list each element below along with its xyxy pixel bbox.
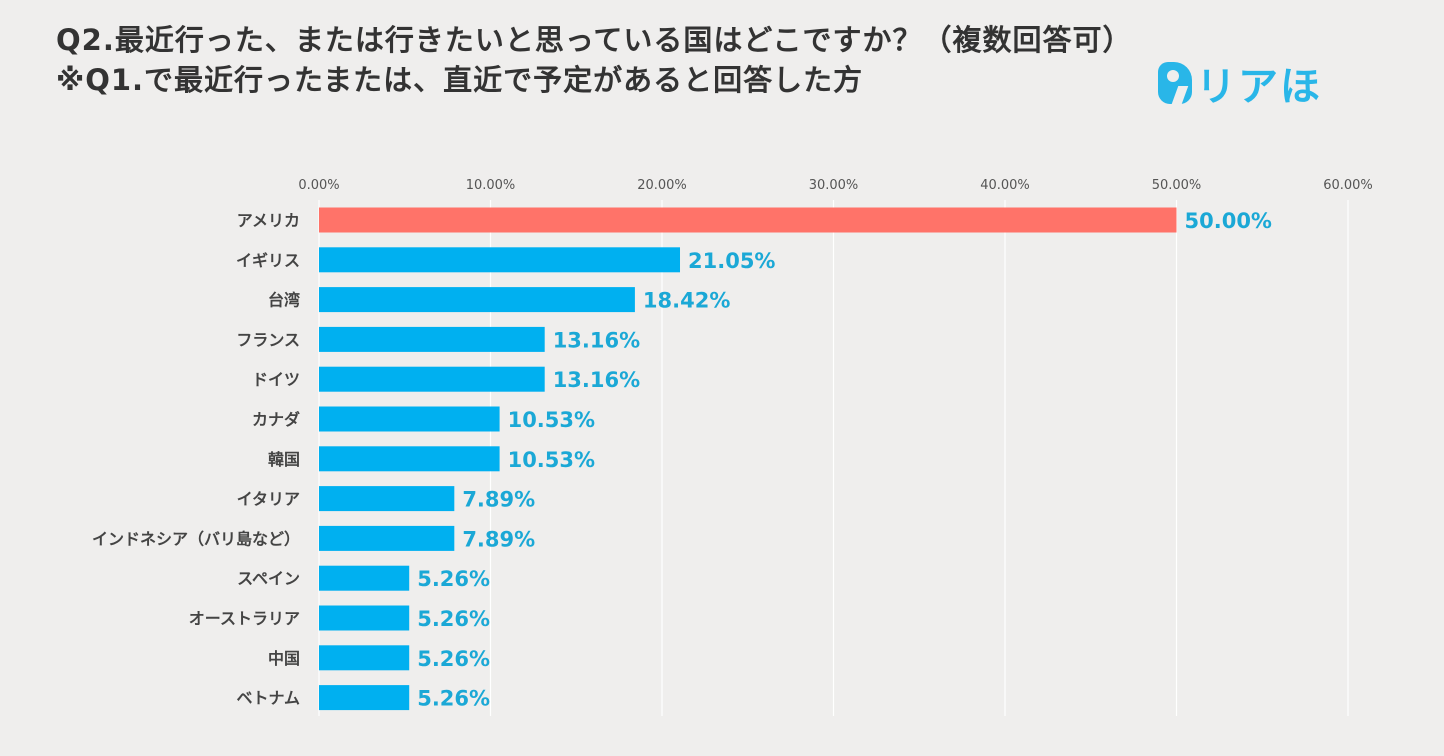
data-label: 21.05%	[688, 249, 775, 273]
bar	[319, 287, 635, 313]
data-label: 13.16%	[553, 328, 640, 352]
bar	[319, 326, 545, 352]
category-label: イギリス	[236, 251, 300, 270]
category-label: 中国	[268, 649, 300, 668]
bar	[319, 247, 681, 273]
bar	[319, 685, 410, 711]
title-line-1: Q2.最近行った、または行きたいと思っている国はどこですか？（複数回答可）	[56, 23, 1133, 57]
data-label: 13.16%	[553, 368, 640, 392]
x-tick-label: 40.00%	[980, 178, 1030, 193]
x-tick-label: 20.00%	[637, 178, 687, 193]
data-label: 5.26%	[417, 567, 490, 591]
logo-text: リアほ	[1196, 64, 1322, 110]
bar	[319, 366, 545, 392]
bar	[319, 207, 1177, 233]
category-label: スペイン	[237, 569, 300, 588]
x-tick-label: 30.00%	[809, 178, 859, 193]
category-label: イタリア	[237, 490, 300, 509]
x-tick-label: 60.00%	[1323, 178, 1373, 193]
category-label: ドイツ	[252, 370, 300, 389]
data-label: 50.00%	[1185, 209, 1272, 233]
data-label: 18.42%	[643, 289, 730, 313]
data-label: 7.89%	[462, 527, 535, 551]
title-line-2: ※Q1.で最近行ったまたは、直近で予定があると回答した方	[56, 63, 864, 97]
category-label: カナダ	[252, 410, 300, 429]
category-label: 韓国	[268, 450, 300, 469]
data-label: 10.53%	[508, 408, 595, 432]
category-label: 台湾	[268, 291, 300, 310]
bar	[319, 605, 410, 631]
chart-title: Q2.最近行った、または行きたいと思っている国はどこですか？（複数回答可） ※Q…	[56, 20, 1133, 100]
x-tick-label: 10.00%	[466, 178, 516, 193]
data-label: 10.53%	[508, 448, 595, 472]
data-label: 5.26%	[417, 687, 490, 711]
bar	[319, 406, 500, 432]
x-tick-label: 0.00%	[298, 178, 339, 193]
category-label: オーストラリア	[189, 609, 300, 628]
brand-logo: リアほ	[1158, 58, 1322, 110]
bar	[319, 446, 500, 472]
category-label: フランス	[236, 330, 300, 349]
category-label: インドネシア（バリ島など）	[92, 529, 300, 548]
category-label: アメリカ	[237, 211, 300, 230]
bar	[319, 486, 455, 512]
data-label: 5.26%	[417, 647, 490, 671]
bar	[319, 565, 410, 591]
category-label: ベトナム	[236, 689, 300, 708]
data-label: 7.89%	[462, 488, 535, 512]
bar	[319, 645, 410, 671]
logo-r-icon	[1158, 62, 1192, 104]
bar	[319, 525, 455, 551]
x-tick-label: 50.00%	[1152, 178, 1202, 193]
data-label: 5.26%	[417, 607, 490, 631]
